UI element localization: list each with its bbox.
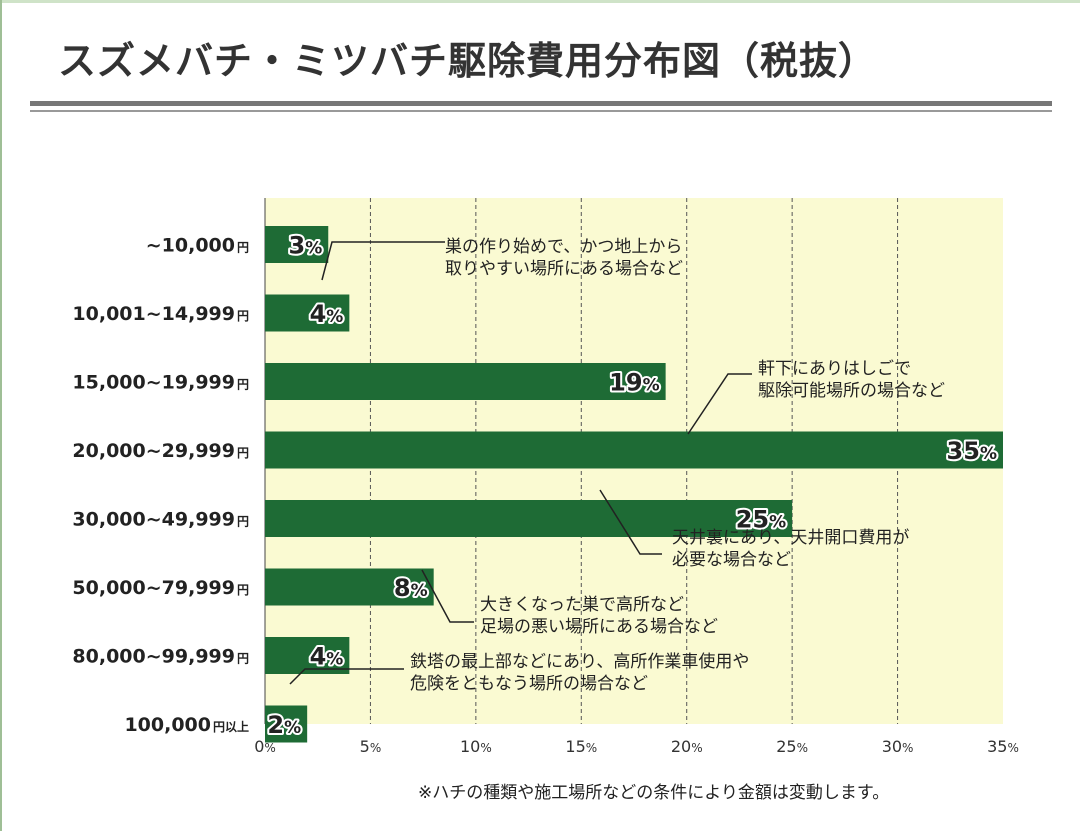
bar-value-label: 19% xyxy=(609,369,659,397)
x-tick-label: 0% xyxy=(254,737,276,756)
bar xyxy=(265,568,434,606)
bar xyxy=(265,363,666,400)
bar xyxy=(265,637,350,674)
x-tick-labels: 0% 5% 10% 15% 20% 25% 30% 35% xyxy=(254,737,1019,756)
category-label: 100,000 円以上 xyxy=(124,714,249,736)
title-underline-thin xyxy=(30,110,1052,112)
x-tick-label: 30% xyxy=(882,737,914,756)
bar xyxy=(265,226,329,263)
top-rule xyxy=(0,0,1080,3)
bar-value-label: 4% xyxy=(310,643,344,671)
bar-value-label: 35% xyxy=(947,437,997,465)
category-label: 50,000~79,999 円 xyxy=(72,577,249,599)
bar xyxy=(265,294,350,332)
annotation-text: 天井裏にあり、天井開口費用が必要な場合など xyxy=(672,527,909,570)
x-tick-label: 35% xyxy=(987,737,1019,756)
bars: 3% 4% 19% 35% 25% 8% 4% 2% xyxy=(265,226,1003,743)
bar-value-label: 3% xyxy=(289,232,323,260)
annotation-leader-line xyxy=(421,569,474,623)
x-tick-label: 10% xyxy=(460,737,492,756)
annotation-leader-line xyxy=(687,373,752,435)
footnote: ※ハチの種類や施工場所などの条件により金額は変動します。 xyxy=(418,783,890,803)
category-label: 15,000~19,999 円 xyxy=(72,372,249,394)
bar-chart: 3% 4% 19% 35% 25% 8% 4% 2% ~10,000 円 10,001~14,99… xyxy=(72,198,1019,756)
bar xyxy=(265,500,793,537)
bar xyxy=(265,431,1003,469)
bar-value-label: 8% xyxy=(394,574,428,602)
bar-value-label: 2% xyxy=(267,711,301,739)
x-tick-label: 25% xyxy=(776,737,808,756)
annotations: 巣の作り始めで、かつ地上から取りやすい場所にある場合など軒下にありはしごで駆除可… xyxy=(289,237,945,694)
category-label: 10,001~14,999 円 xyxy=(72,303,249,325)
x-tick-label: 5% xyxy=(360,737,382,756)
category-labels: ~10,000 円 10,001~14,999 円 15,000~19,999 円 20,0… xyxy=(72,235,249,737)
annotation-leader-line xyxy=(289,668,404,685)
annotation-text: 大きくなった巣で高所など足場の悪い場所にある場合など xyxy=(480,595,718,637)
annotation-text: 軒下にありはしごで駆除可能場所の場合など xyxy=(758,359,945,401)
bar-value-label: 25% xyxy=(736,506,786,534)
category-label: 80,000~99,999 円 xyxy=(72,646,249,668)
category-label: 20,000~29,999 円 xyxy=(72,440,249,462)
category-label: 30,000~49,999 円 xyxy=(72,509,249,531)
chart-title: スズメバチ・ミツバチ駆除費用分布図（税抜） xyxy=(58,39,878,83)
title-underline xyxy=(30,101,1052,106)
annotation-text: 鉄塔の最上部などにあり、高所作業車使用や危険をともなう場所の場合など xyxy=(410,651,749,694)
x-tick-label: 15% xyxy=(565,737,597,756)
bar xyxy=(265,705,308,743)
bar-value-label: 4% xyxy=(310,300,344,328)
category-label: ~10,000 円 xyxy=(146,235,249,257)
x-tick-label: 20% xyxy=(671,737,703,756)
annotation-text: 巣の作り始めで、かつ地上から取りやすい場所にある場合など xyxy=(445,237,683,279)
left-edge-line xyxy=(0,0,2,831)
annotation-leader-line xyxy=(599,489,662,555)
annotation-leader-line xyxy=(321,241,445,281)
